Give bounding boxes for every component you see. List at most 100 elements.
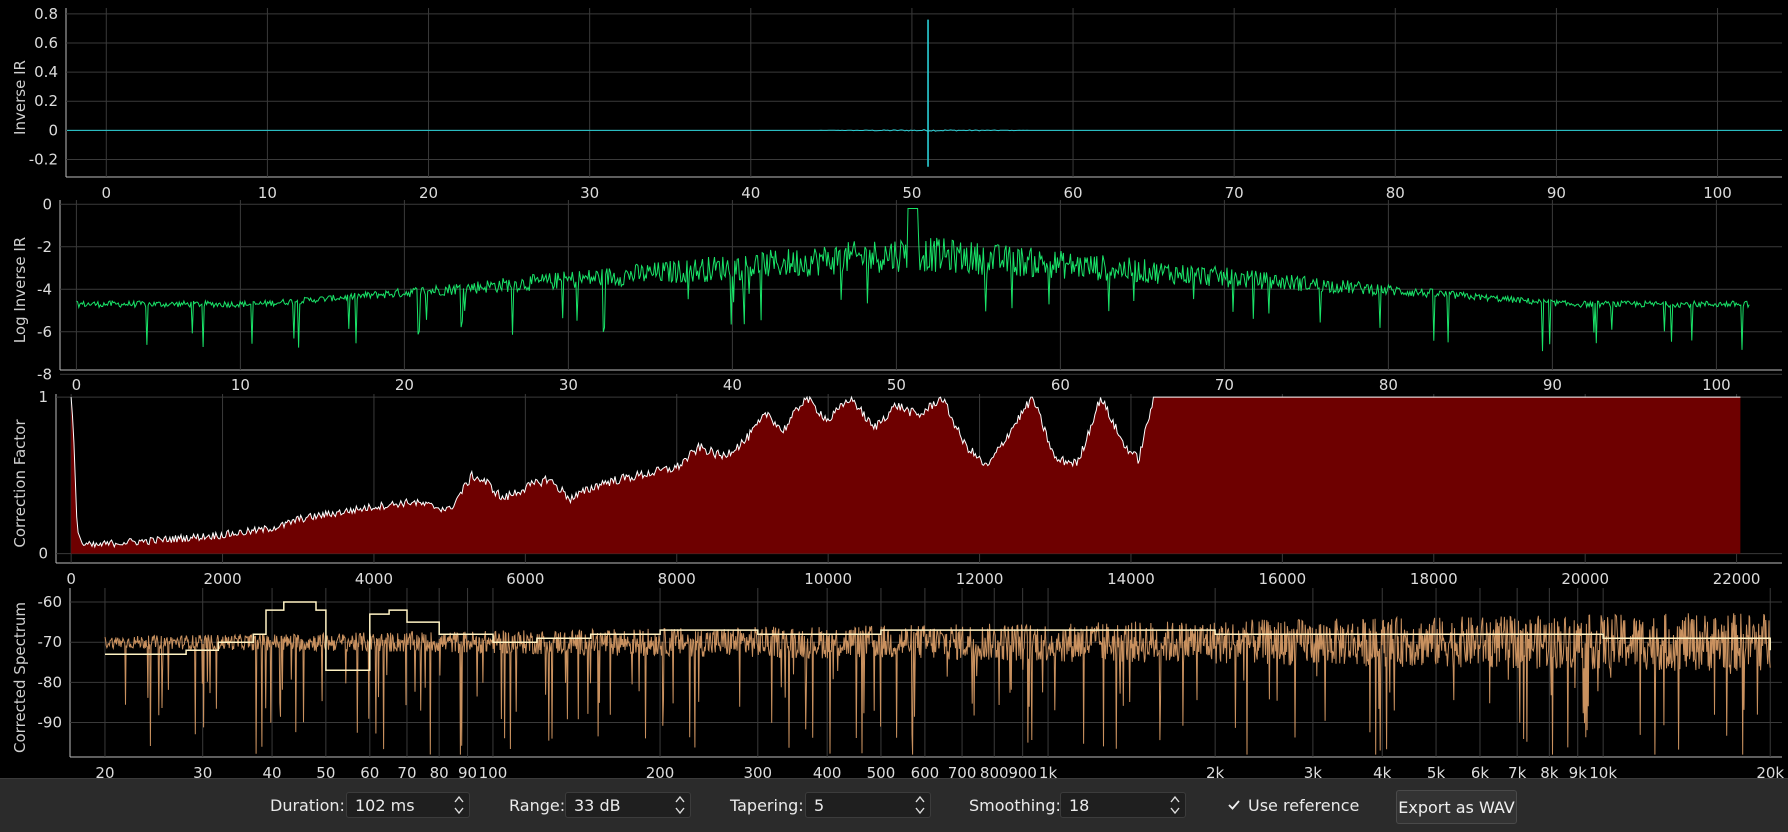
x-tick-label: 10 (258, 184, 277, 202)
correction-factor-area (71, 397, 1741, 554)
x-tick-label: 40 (723, 376, 742, 394)
x-tick-label: 80 (1386, 184, 1405, 202)
x-tick-label: 900 (1008, 764, 1037, 778)
x-tick-label: 4k (1373, 764, 1392, 778)
x-tick-label: 800 (980, 764, 1009, 778)
y-axis-label: Inverse IR (11, 60, 29, 135)
chart-panel-2: 0 10 20 30 40 50 60 70 80 90 100 0 -2 -4 -6 -8 Log Inver… (11, 195, 1782, 394)
x-tick-label: 90 (458, 764, 477, 778)
duration-spinbox[interactable]: 102 ms (346, 792, 470, 818)
chart-panel-3: 0 2000 4000 6000 8000 10000 12000 14000 16000 180… (11, 388, 1782, 588)
x-tick-label: 90 (1547, 184, 1566, 202)
correction-factor-line (70, 395, 1741, 549)
x-tick-label: 70 (397, 764, 416, 778)
chart-panel-4: 20 30 40 50 60 70 80 90 100 200 300 400 500 600 700 800… (11, 588, 1784, 778)
y-axis-label: Corrected Spectrum (11, 602, 29, 753)
x-tick-label: 300 (743, 764, 772, 778)
x-tick-label: 700 (948, 764, 977, 778)
spectrum-smoothed-line (105, 601, 1771, 672)
smoothing-label: Smoothing: (969, 796, 1061, 815)
x-tick-label: 60 (1051, 376, 1070, 394)
x-tick-label: 30 (559, 376, 578, 394)
y-tick-label: -8 (37, 365, 52, 383)
x-tick-label: 90 (1543, 376, 1562, 394)
plot-body (70, 395, 1741, 554)
x-tick-label: 60 (360, 764, 379, 778)
charts-canvas[interactable]: 0 10 20 30 40 50 60 70 80 90 100-0.200.20.40.60.8I… (0, 0, 1788, 778)
x-tick-label: 1k (1039, 764, 1058, 778)
tapering-label: Tapering: (730, 796, 804, 815)
use-reference-checkbox[interactable] (1226, 797, 1242, 813)
x-tick-label: 30 (580, 184, 599, 202)
plot-body (104, 601, 1771, 755)
plot-body (67, 19, 1782, 167)
x-tick-label: 8k (1540, 764, 1559, 778)
x-tick-label: 40 (263, 764, 282, 778)
y-tick-label: -2 (37, 238, 52, 256)
x-tick-label: 50 (887, 376, 906, 394)
range-stepper-icon[interactable] (674, 794, 686, 816)
x-tick-label: 100 (1702, 376, 1731, 394)
plot-body (76, 208, 1750, 352)
x-tick-label: 100 (1703, 184, 1732, 202)
log-inverse-ir-line (76, 208, 1750, 352)
y-tick-label: 0.4 (34, 63, 58, 81)
plot-area: 0 10 20 30 40 50 60 70 80 90 100 -0.2 0 0.2 0.4 0.6 0.8 I… (0, 0, 1788, 778)
x-tick-label: 0 (102, 184, 112, 202)
x-tick-label: 3k (1304, 764, 1323, 778)
chart-panel-1: 0 10 20 30 40 50 60 70 80 90 100 -0.2 0 0.2 0.4 0.6 0.8 I… (11, 5, 1782, 202)
tapering-spinbox[interactable]: 5 (805, 792, 931, 818)
x-tick-label: 2000 (203, 570, 241, 588)
x-tick-label: 4000 (355, 570, 393, 588)
x-tick-label: 10 (231, 376, 250, 394)
y-axis-label: Log Inverse IR (11, 237, 29, 343)
x-tick-label: 80 (430, 764, 449, 778)
y-tick-label: 0.2 (34, 92, 58, 110)
use-reference-label[interactable]: Use reference (1248, 796, 1360, 815)
x-tick-label: 600 (911, 764, 940, 778)
x-tick-label: 18000 (1410, 570, 1458, 588)
y-axis-label: Correction Factor (11, 419, 29, 548)
y-tick-label: -0.2 (29, 151, 58, 169)
x-tick-label: 10k (1589, 764, 1617, 778)
x-tick-label: 70 (1225, 184, 1244, 202)
duration-label: Duration: (270, 796, 345, 815)
x-tick-label: 6k (1471, 764, 1490, 778)
x-tick-label: 22000 (1713, 570, 1761, 588)
duration-value: 102 ms (355, 796, 415, 815)
x-tick-label: 7k (1508, 764, 1527, 778)
x-tick-label: 50 (902, 184, 921, 202)
inverse-ir-line (67, 129, 1782, 132)
x-tick-label: 50 (316, 764, 335, 778)
y-tick-label: 0 (48, 121, 58, 139)
x-tick-label: 0 (66, 570, 76, 588)
x-tick-label: 20000 (1561, 570, 1609, 588)
y-tick-label: 1 (38, 388, 48, 406)
x-tick-label: 12000 (956, 570, 1004, 588)
y-tick-label: 0 (42, 195, 52, 213)
y-tick-label: -4 (37, 280, 52, 298)
smoothing-spinbox[interactable]: 18 (1060, 792, 1186, 818)
x-tick-label: 20 (395, 376, 414, 394)
duration-stepper-icon[interactable] (453, 794, 465, 816)
y-tick-label: 0 (38, 545, 48, 563)
y-tick-label: -90 (38, 713, 63, 731)
y-tick-label: -6 (37, 323, 52, 341)
tapering-stepper-icon[interactable] (914, 794, 926, 816)
x-tick-label: 400 (813, 764, 842, 778)
range-spinbox[interactable]: 33 dB (565, 792, 691, 818)
smoothing-value: 18 (1069, 796, 1090, 815)
x-tick-label: 16000 (1259, 570, 1307, 588)
x-tick-label: 500 (867, 764, 896, 778)
x-tick-label: 8000 (658, 570, 696, 588)
x-tick-label: 20k (1756, 764, 1784, 778)
y-tick-label: 0.8 (34, 5, 58, 23)
tapering-value: 5 (814, 796, 825, 815)
y-tick-label: 0.6 (34, 34, 58, 52)
smoothing-stepper-icon[interactable] (1169, 794, 1181, 816)
x-tick-label: 60 (1063, 184, 1082, 202)
export-wav-button[interactable]: Export as WAV (1396, 790, 1517, 824)
x-tick-label: 6000 (506, 570, 544, 588)
x-tick-label: 200 (646, 764, 675, 778)
y-tick-label: -70 (38, 633, 63, 651)
